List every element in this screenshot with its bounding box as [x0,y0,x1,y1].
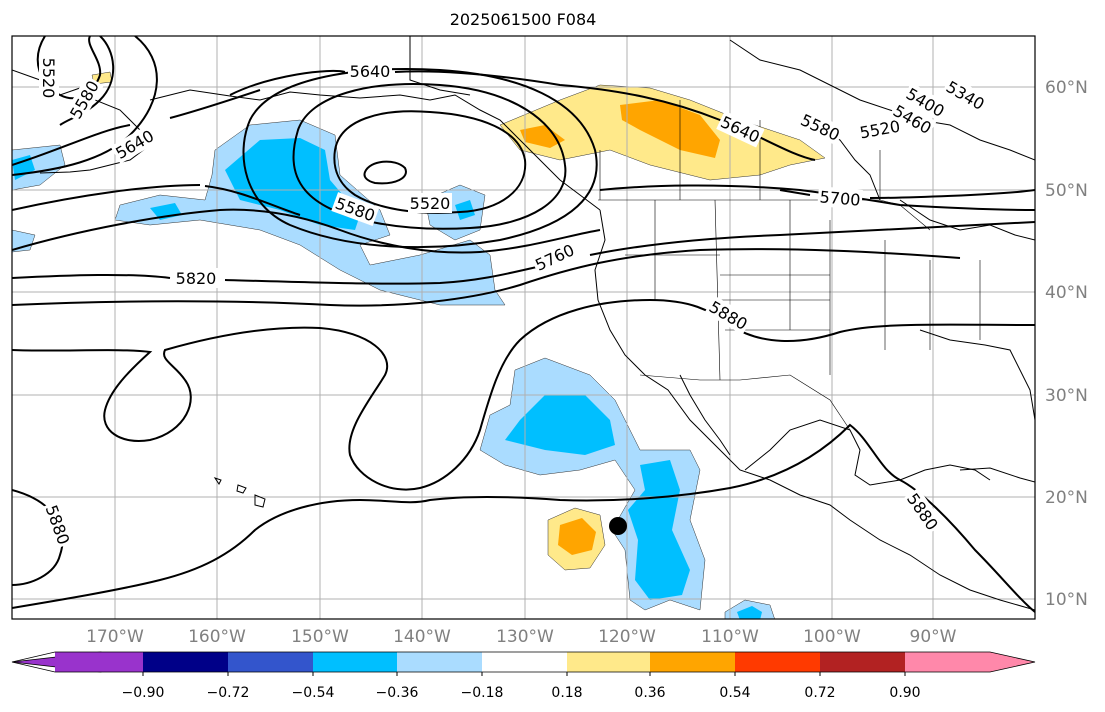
colorbar-segment [313,652,397,672]
contour-line [12,89,261,166]
svg-text:5520: 5520 [410,194,451,213]
colorbar-segment [820,652,905,672]
svg-text:5820: 5820 [176,269,217,288]
latitude-tick-label: 50°N [1045,181,1088,201]
svg-text:5640: 5640 [350,62,391,81]
coastline [959,467,1035,483]
canada-province-border [599,100,881,200]
latitude-tick-label: 10°N [1045,590,1088,610]
colorbar-extend-max [905,652,1035,672]
pos-anomaly-mid-region [620,100,720,158]
political-borders [598,100,981,431]
contour-line [229,69,816,161]
colorbar-segment [735,652,820,672]
us-mexico-border [639,374,851,431]
longitude-tick-label: 140°W [393,627,451,647]
neg-anomaly-light-region [12,229,36,253]
colorbar-tick-label: −0.36 [376,685,419,701]
longitude-tick-label: 170°W [86,627,144,647]
colorbar-outline [11,651,1036,673]
colorbar-segment [397,652,482,672]
colorbar-segment [650,652,735,672]
contour-line [12,248,961,307]
storm-center-marker [609,517,627,535]
hawaii-island [236,484,247,494]
state-border [625,199,981,381]
neg-anomaly-mid-region [455,200,475,220]
colorbar-tick-label: −0.90 [122,685,165,701]
colorbar-tick-label: 0.54 [719,685,750,701]
coastline [729,39,1035,161]
longitude-tick-label: 120°W [598,627,656,647]
colorbar-tick-label: 0.36 [634,685,665,701]
contour-label: 5640 [348,61,392,81]
contour-line [12,221,1035,285]
coastline [919,329,1035,421]
contour-label: 5820 [174,268,218,288]
colorbar-segment [567,652,650,672]
latitude-tick-label: 30°N [1045,386,1088,406]
colorbar-tick-label: −0.18 [461,685,504,701]
hawaii-island [254,494,266,508]
latitude-tick-label: 20°N [1045,488,1088,508]
colorbar-tick-label: 0.90 [889,685,920,701]
neg-anomaly-light-region [12,144,66,191]
coastline [149,89,601,211]
colorbar-segment [55,652,143,672]
contour-line [12,184,301,216]
contour-line [363,160,407,185]
coastline [899,199,1035,241]
contour-line [59,36,115,126]
colorbar-segment [228,652,313,672]
colorbar: −0.90 −0.72 −0.54 −0.36 −0.18 0.18 0.36 0.54 0.7… [11,651,1036,701]
map-border [11,35,1036,620]
contour-line [12,208,601,254]
longitude-labels: 170°W 160°W 150°W 140°W 130°W 120°W 110°W 100°W… [86,627,957,647]
contour-line [12,36,158,176]
longitude-tick-label: 130°W [496,627,554,647]
contour-label: 5520 [408,193,452,213]
contour-line [242,68,598,249]
neg-anomaly-mid-region [737,606,762,619]
pos-anomaly-mid-region [520,125,565,148]
contour-label: 5700 [817,186,863,210]
colorbar-segment [143,652,228,672]
longitude-tick-label: 160°W [188,627,246,647]
longitude-tick-label: 150°W [291,627,349,647]
svg-text:5520: 5520 [39,58,58,99]
latitude-labels: 60°N 50°N 40°N 30°N 20°N 10°N [1045,78,1088,610]
coastlines [12,36,1035,611]
longitude-tick-label: 90°W [910,627,957,647]
contour-line [12,423,1035,613]
colorbar-tick-label: 0.72 [804,685,835,701]
contour-line [12,489,64,586]
colorbar-tick-label: −0.54 [292,685,335,701]
coastline [744,419,991,486]
svg-text:5700: 5700 [819,187,861,209]
latitude-tick-label: 40°N [1045,283,1088,303]
colorbar-segment [482,652,567,672]
contour-line [292,83,567,230]
coastline [679,374,731,456]
hawaii-island [213,477,222,485]
figure-title: 2025061500 F084 [450,10,597,29]
neg-anomaly-mid-region [505,395,615,455]
coastline [594,209,1035,611]
latitude-tick-label: 60°N [1045,78,1088,98]
longitude-tick-label: 110°W [701,627,759,647]
contour-line [333,110,527,214]
contour-label: 5520 [39,56,59,100]
pos-anomaly-mid-region [558,518,596,555]
colorbar-tick-label: −0.72 [207,685,250,701]
colorbar-tick-label: 0.18 [551,685,582,701]
longitude-tick-label: 100°W [803,627,861,647]
